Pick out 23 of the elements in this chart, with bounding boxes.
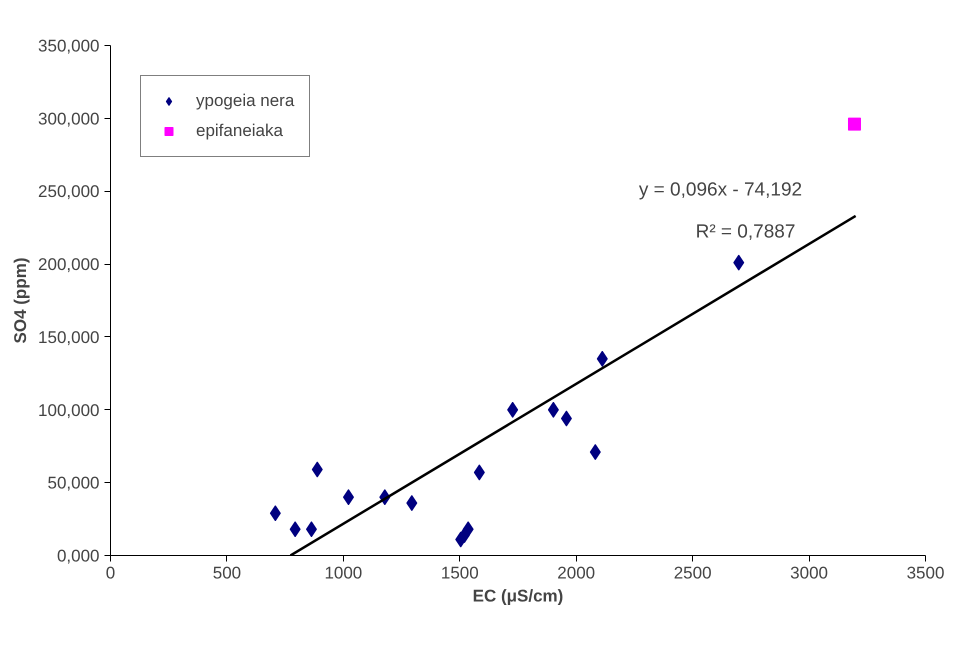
x-tick-label: 1500 [440,564,479,582]
x-tick-label: 2500 [674,564,712,582]
x-tick-label: 2000 [557,564,596,582]
x-axis-title: EC (μS/cm) [472,586,564,606]
x-tick-label: 0 [106,564,116,582]
y-tick-label: 100,000 [38,400,100,420]
x-tick-label: 3500 [906,564,944,582]
point [848,118,861,131]
y-tick-label: 50,000 [48,474,100,493]
x-tick-label: 3000 [790,564,828,582]
y-tick-label: 0,000 [56,546,100,566]
legend-label: epifaneiaka [196,121,283,141]
x-tick-label: 1000 [324,564,362,582]
y-tick-label: 200,000 [38,255,100,274]
y-axis-title: SO4 (ppm) [11,258,30,344]
y-tick-label: 250,000 [38,182,100,202]
annotation: y = 0,096x - 74,192 [638,180,802,200]
y-tick-label: 150,000 [38,328,100,347]
x-tick-label: 500 [212,564,242,582]
y-tick-label: 300,000 [38,109,100,128]
legend-label: ypogeia nera [196,91,294,111]
y-tick-label: 350,000 [38,36,100,56]
annotation: R² = 0,7887 [696,222,796,242]
